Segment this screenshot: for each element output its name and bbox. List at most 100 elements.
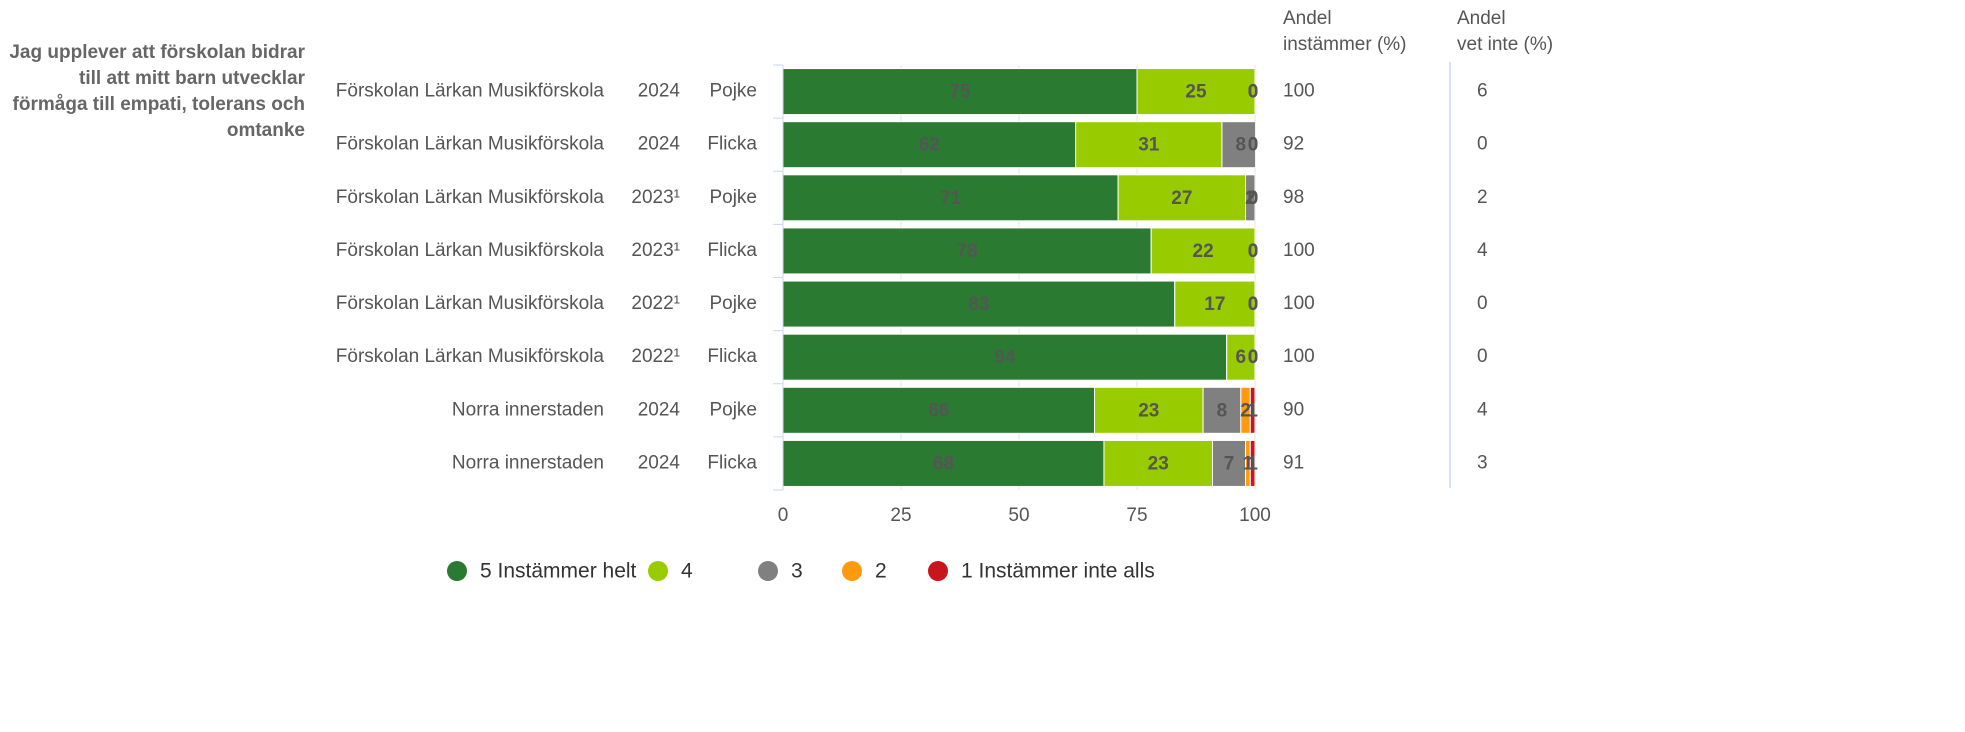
bar-value-label: 6 xyxy=(1236,347,1247,368)
bar-segment xyxy=(1202,386,1242,434)
legend-label: 3 xyxy=(791,560,803,583)
bar-value-label: 17 xyxy=(1204,294,1225,315)
bar-value-label: 0 xyxy=(1248,241,1259,262)
column-value: 0 xyxy=(1477,293,1488,314)
unit-label: Förskolan Lärkan Musikförskola xyxy=(336,187,605,208)
bar-segment xyxy=(1174,280,1255,328)
bar-segment xyxy=(1221,121,1255,169)
unit-label: Förskolan Lärkan Musikförskola xyxy=(336,240,605,261)
bar-value-label: 0 xyxy=(1248,135,1259,156)
bar-value-label: 1 xyxy=(1247,400,1258,421)
unit-label: Förskolan Lärkan Musikförskola xyxy=(336,134,605,155)
bar-segment xyxy=(1245,174,1255,222)
column-value: 6 xyxy=(1477,81,1488,102)
group-label: Flicka xyxy=(707,240,757,261)
bar-value-label: 71 xyxy=(940,188,962,209)
bar-value-label: 83 xyxy=(968,294,989,315)
column-value: 3 xyxy=(1477,452,1488,473)
group-label: Pojke xyxy=(709,81,757,102)
question-label: omtanke xyxy=(227,120,305,141)
bar-value-label: 0 xyxy=(1248,294,1259,315)
column-value: 91 xyxy=(1283,452,1304,473)
bar-segment xyxy=(1117,174,1247,222)
question-label: till att mitt barn utvecklar xyxy=(79,68,306,89)
bar-value-label: 94 xyxy=(994,347,1016,368)
x-tick-label: 50 xyxy=(1008,505,1029,526)
year-label: 2024 xyxy=(638,81,681,102)
legend-label: 4 xyxy=(681,560,693,583)
column-value: 100 xyxy=(1283,293,1315,314)
group-label: Pojke xyxy=(709,293,757,314)
column-header: Andel xyxy=(1457,8,1506,29)
bar-value-label: 75 xyxy=(949,82,971,103)
x-tick-label: 75 xyxy=(1126,505,1147,526)
group-label: Flicka xyxy=(707,452,757,473)
bar-value-label: 1 xyxy=(1247,453,1258,474)
bar-segment xyxy=(783,280,1176,328)
column-header: instämmer (%) xyxy=(1283,34,1407,55)
x-tick-label: 0 xyxy=(778,505,789,526)
column-value: 100 xyxy=(1283,346,1315,367)
year-label: 2023¹ xyxy=(631,187,680,208)
unit-label: Norra innerstaden xyxy=(452,399,604,420)
bar-value-label: 0 xyxy=(1248,347,1259,368)
bar-segment xyxy=(1212,439,1247,487)
column-value: 98 xyxy=(1283,187,1304,208)
group-label: Pojke xyxy=(709,187,757,208)
bar-value-label: 0 xyxy=(1248,188,1259,209)
bar-value-label: 0 xyxy=(1248,294,1259,315)
column-value: 100 xyxy=(1283,240,1315,261)
legend-marker xyxy=(928,561,948,581)
bar-segment xyxy=(783,121,1077,169)
bar-value-label: 25 xyxy=(1185,82,1207,103)
bar-value-label: 22 xyxy=(1193,241,1214,262)
bar-segment xyxy=(783,227,1152,275)
column-value: 100 xyxy=(1283,81,1315,102)
bar-segment xyxy=(1150,227,1255,275)
group-label: Flicka xyxy=(707,346,757,367)
question-label: förmåga till empati, tolerans och xyxy=(13,94,305,115)
bar-segment xyxy=(783,333,1228,381)
bar-value-label: 0 xyxy=(1248,241,1259,262)
bar-value-label: 0 xyxy=(1248,294,1259,315)
group-label: Flicka xyxy=(707,134,757,155)
column-header: vet inte (%) xyxy=(1457,34,1553,55)
bar-segment xyxy=(783,386,1096,434)
bar-value-label: 68 xyxy=(933,453,954,474)
legend-label: 2 xyxy=(875,560,887,583)
bar-segment xyxy=(1075,121,1223,169)
bar-value-label: 31 xyxy=(1138,135,1160,156)
bar-value-label: 0 xyxy=(1248,347,1259,368)
bar-value-label: 0 xyxy=(1248,347,1259,368)
column-value: 0 xyxy=(1477,134,1488,155)
legend-marker xyxy=(842,561,862,581)
unit-label: Norra innerstaden xyxy=(452,452,604,473)
column-value: 4 xyxy=(1477,240,1488,261)
year-label: 2023¹ xyxy=(631,240,680,261)
bar-segment xyxy=(1226,333,1255,381)
year-label: 2024 xyxy=(638,452,681,473)
bar-segment xyxy=(1136,68,1255,116)
column-value: 92 xyxy=(1283,134,1304,155)
column-value: 0 xyxy=(1477,346,1488,367)
year-label: 2024 xyxy=(638,399,681,420)
foreground: Jag upplever att förskolan bidrar till at… xyxy=(9,8,1553,583)
bar-segment xyxy=(1094,386,1204,434)
bar-value-label: 66 xyxy=(928,400,949,421)
bar-segment xyxy=(1249,439,1255,487)
bar-value-label: 27 xyxy=(1171,188,1192,209)
x-tick-label: 25 xyxy=(890,505,911,526)
bar-value-label: 0 xyxy=(1248,188,1259,209)
bar-value-label: 2 xyxy=(1245,188,1256,209)
bar-value-label: 0 xyxy=(1248,241,1259,262)
year-label: 2024 xyxy=(638,134,681,155)
bars xyxy=(783,68,1255,487)
bar-value-label: 1 xyxy=(1243,453,1254,474)
question-label: Jag upplever att förskolan bidrar xyxy=(9,42,305,63)
column-value: 90 xyxy=(1283,399,1304,420)
legend-marker xyxy=(447,561,467,581)
year-label: 2022¹ xyxy=(631,346,680,367)
bar-value-label: 0 xyxy=(1248,82,1259,103)
